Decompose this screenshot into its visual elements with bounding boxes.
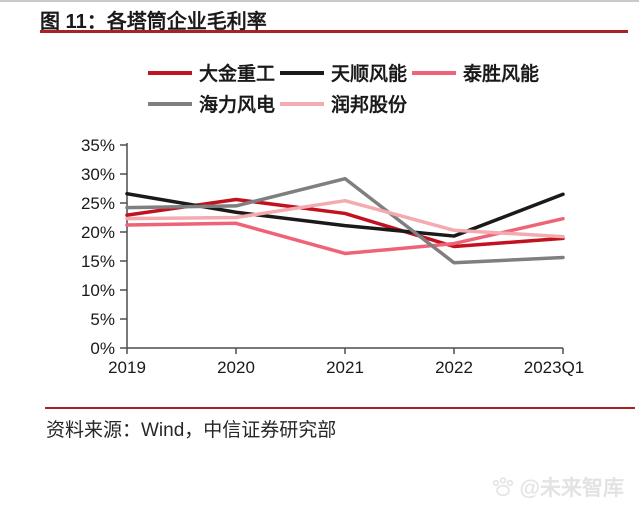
legend-line-swatch xyxy=(280,70,325,75)
y-tick-label: 35% xyxy=(81,136,115,155)
paw-icon xyxy=(492,477,513,497)
y-tick-label: 10% xyxy=(81,281,115,300)
x-tick-label: 2022 xyxy=(435,358,473,377)
figure-title: 图 11：各塔筒企业毛利率 xyxy=(40,11,267,33)
y-tick-label: 15% xyxy=(81,252,115,271)
series-line-3 xyxy=(125,176,565,265)
legend-label: 润邦股份 xyxy=(331,95,408,116)
footer-divider xyxy=(45,407,635,409)
legend-line-swatch xyxy=(148,70,192,75)
watermark-text: @未来智库 xyxy=(519,477,624,500)
legend-line-swatch xyxy=(280,101,325,106)
top-divider xyxy=(0,0,639,2)
legend-item: 大金重工 xyxy=(148,59,275,86)
title-underline xyxy=(40,30,628,33)
series-line-1 xyxy=(125,191,565,238)
x-tick-label: 2023Q1 xyxy=(524,358,585,377)
legend-label: 天顺风能 xyxy=(331,64,408,85)
legend-label: 泰胜风能 xyxy=(463,64,540,85)
legend-row: 大金重工 天顺风能 泰胜风能 xyxy=(148,57,544,88)
series-line-0 xyxy=(125,197,565,249)
legend-label: 海力风电 xyxy=(199,95,276,116)
legend-item: 海力风电 xyxy=(148,90,275,117)
legend-row: 海力风电 润邦股份 xyxy=(148,88,544,119)
watermark: @未来智库 xyxy=(491,472,624,502)
x-tick-label: 2021 xyxy=(326,358,364,377)
y-tick-label: 0% xyxy=(90,339,115,358)
legend-line-swatch xyxy=(148,101,192,106)
y-tick-label: 5% xyxy=(90,310,115,329)
legend-item: 泰胜风能 xyxy=(412,59,539,86)
y-tick-label: 25% xyxy=(81,194,115,213)
legend-item: 润邦股份 xyxy=(280,90,407,117)
series-line-4 xyxy=(125,198,565,239)
y-tick-label: 30% xyxy=(81,165,115,184)
chart-legend: 大金重工 天顺风能 泰胜风能 海力风电 润邦股份 xyxy=(148,57,544,119)
legend-label: 大金重工 xyxy=(199,64,276,85)
source-note: 资料来源：Wind，中信证券研究部 xyxy=(46,420,337,441)
legend-item: 天顺风能 xyxy=(280,59,407,86)
x-tick-label: 2019 xyxy=(108,358,146,377)
series-line-2 xyxy=(125,216,565,256)
y-tick-label: 20% xyxy=(81,223,115,242)
x-tick-label: 2020 xyxy=(217,358,255,377)
legend-line-swatch xyxy=(412,70,457,75)
